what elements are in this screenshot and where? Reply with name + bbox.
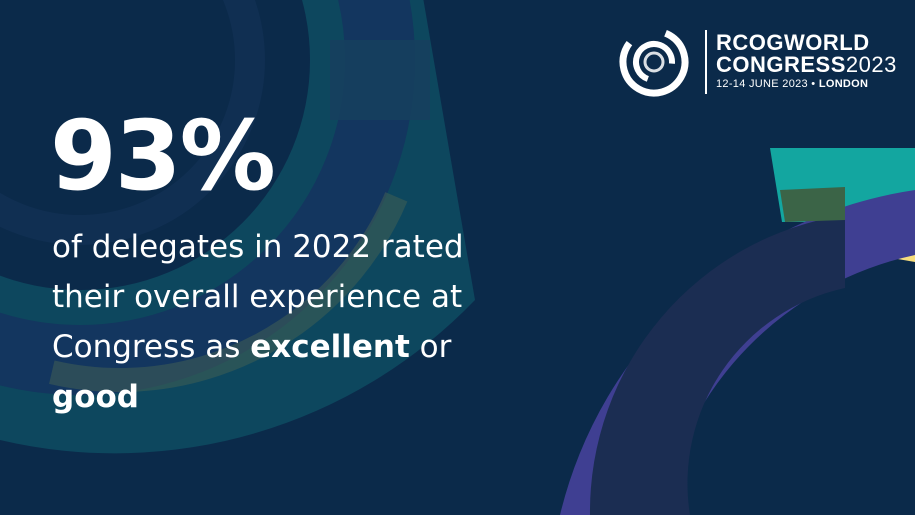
- right-arc-navy-band: [589, 215, 845, 515]
- rcog-world-congress-logo: RCOGWORLD CONGRESS2023 12-14 JUNE 2023 •…: [618, 26, 896, 98]
- stat-emphasis-good: good: [52, 379, 139, 415]
- left-arc-ring-olive: [0, 0, 432, 392]
- right-arc-olive-block: [780, 187, 845, 222]
- logo-circle-icon: [619, 27, 689, 97]
- logo-wordmark: RCOGWORLD CONGRESS2023 12-14 JUNE 2023 •…: [716, 32, 897, 92]
- logo-dates: 12-14 JUNE 2023 •: [716, 78, 819, 90]
- stat-value: 93%: [50, 100, 276, 212]
- logo-city: LONDON: [818, 78, 869, 90]
- logo-line-rcogworld: RCOGWORLD: [716, 30, 870, 55]
- stat-emphasis-excellent: excellent: [250, 329, 410, 365]
- logo-divider: [705, 30, 707, 94]
- logo-line-date-location: 12-14 JUNE 2023 • LONDON: [716, 76, 897, 92]
- left-arc-block: [330, 40, 430, 120]
- stat-description: of delegates in 2022 rated their overall…: [52, 222, 522, 422]
- logo-year: 2023: [845, 52, 897, 77]
- stat-text-prefix: of delegates in 2022 rated their overall…: [52, 229, 464, 365]
- logo-congress-word: CONGRESS: [716, 52, 846, 77]
- logo-line-congress: CONGRESS2023: [716, 54, 897, 76]
- stat-text-middle: or: [409, 329, 452, 365]
- left-arc-inner-ring: [0, 0, 265, 245]
